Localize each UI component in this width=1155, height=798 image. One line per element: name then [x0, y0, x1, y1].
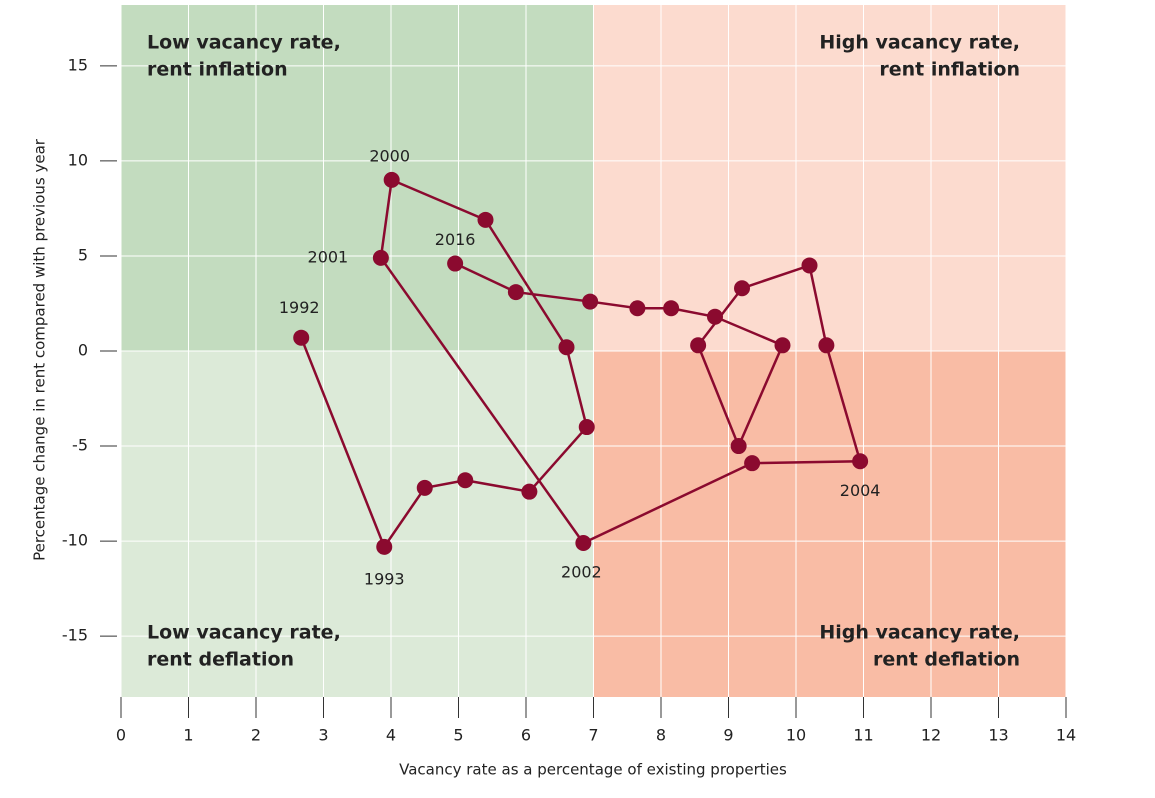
point — [383, 171, 400, 188]
point-label: 2001 — [308, 247, 349, 266]
point — [416, 479, 433, 496]
point — [477, 211, 494, 228]
point-label: 1993 — [364, 569, 405, 588]
x-tick-label: 7 — [588, 726, 598, 745]
x-axis-label: Vacancy rate as a percentage of existing… — [399, 761, 787, 779]
x-tick-label: 12 — [921, 726, 941, 745]
point — [507, 284, 524, 301]
y-tick-label: -15 — [62, 626, 88, 645]
point-label: 2000 — [369, 146, 410, 165]
point — [774, 337, 791, 354]
quadrant-label: rent inflation — [879, 59, 1020, 81]
x-tick-label: 4 — [386, 726, 396, 745]
x-tick-label: 10 — [786, 726, 806, 745]
point — [690, 337, 707, 354]
quadrant-label: Low vacancy rate, — [147, 32, 341, 54]
point — [744, 455, 761, 472]
point — [852, 453, 869, 470]
point-label: 2002 — [561, 563, 602, 582]
x-tick-label: 2 — [251, 726, 261, 745]
point — [818, 337, 835, 354]
point-label: 2004 — [840, 481, 881, 500]
point — [575, 535, 592, 552]
point — [293, 329, 310, 346]
point — [447, 255, 464, 272]
y-axis-label: Percentage change in rent compared with … — [31, 138, 49, 561]
quadrant — [593, 351, 1066, 697]
y-tick-label: 0 — [78, 341, 88, 360]
x-tick-label: 6 — [521, 726, 531, 745]
point — [734, 280, 750, 297]
quadrant-label: rent inflation — [147, 59, 288, 81]
y-tick-label: -5 — [72, 436, 88, 455]
point — [376, 538, 393, 555]
quadrant — [121, 351, 594, 697]
x-tick-label: 1 — [183, 726, 193, 745]
point — [629, 300, 646, 317]
quadrant-label: Low vacancy rate, — [147, 622, 341, 644]
point — [372, 249, 389, 266]
point — [457, 472, 474, 489]
quadrant-label: High vacancy rate, — [819, 32, 1020, 54]
point — [582, 293, 599, 310]
quadrant-label: rent deflation — [147, 649, 294, 671]
point — [801, 257, 818, 274]
x-tick-label: 0 — [116, 726, 126, 745]
quadrant — [593, 5, 1066, 351]
x-tick-label: 8 — [656, 726, 666, 745]
point-label: 1992 — [279, 298, 320, 317]
x-tick-label: 9 — [723, 726, 733, 745]
quadrant-label: rent deflation — [873, 649, 1020, 671]
point — [707, 308, 723, 325]
point — [521, 483, 538, 500]
x-tick-label: 13 — [988, 726, 1008, 745]
x-tick-label: 5 — [453, 726, 463, 745]
point — [558, 339, 575, 356]
x-tick-label: 11 — [853, 726, 873, 745]
y-tick-label: 15 — [68, 55, 88, 74]
y-tick-label: -10 — [62, 531, 88, 550]
y-tick-label: 5 — [78, 245, 88, 264]
x-tick-label: 3 — [318, 726, 328, 745]
point — [730, 438, 747, 455]
point — [663, 300, 680, 317]
quadrant — [121, 5, 594, 351]
point — [578, 419, 595, 436]
y-tick-label: 10 — [68, 150, 88, 169]
point-label: 2016 — [435, 230, 476, 249]
quadrant-label: High vacancy rate, — [819, 622, 1020, 644]
x-tick-label: 14 — [1056, 726, 1076, 745]
